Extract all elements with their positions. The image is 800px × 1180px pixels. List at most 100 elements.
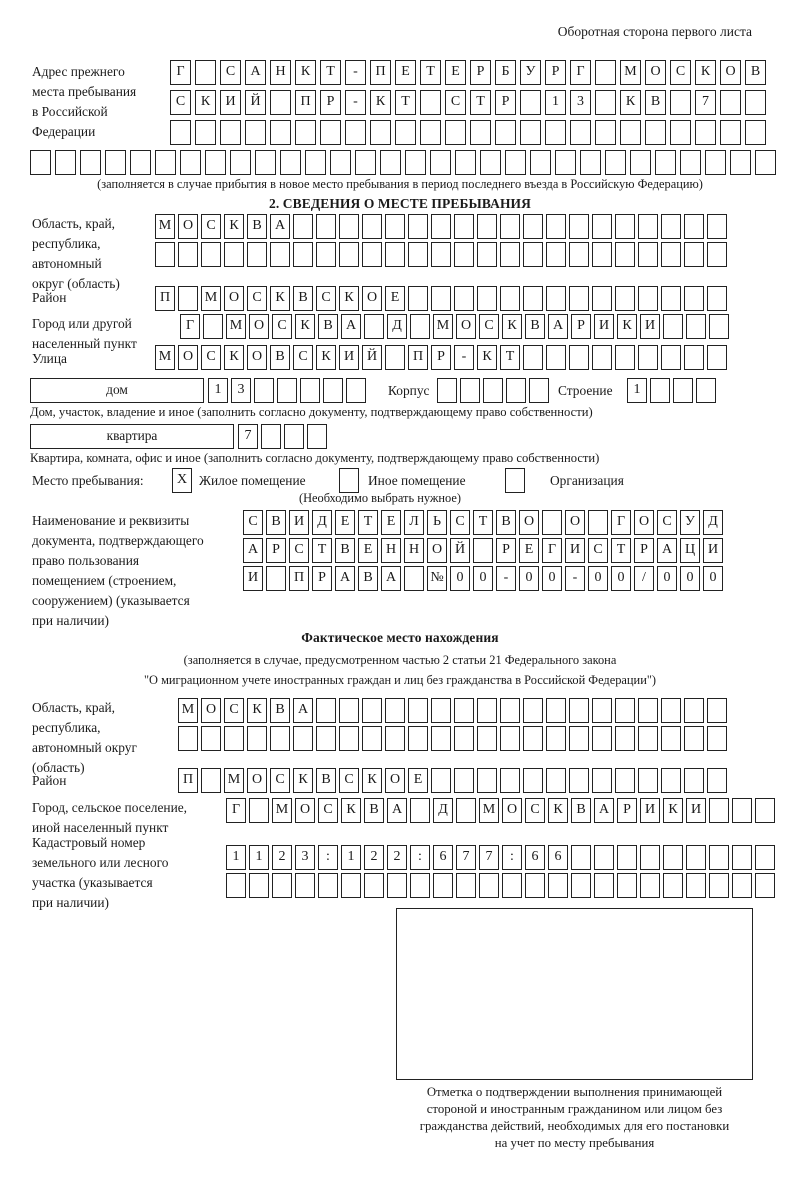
char-cell[interactable] — [455, 150, 476, 175]
char-cell[interactable] — [420, 120, 441, 145]
char-cell[interactable] — [615, 768, 635, 793]
char-cell[interactable]: Т — [611, 538, 631, 563]
char-cell[interactable]: С — [445, 90, 466, 115]
char-cell[interactable] — [686, 873, 706, 898]
char-cell[interactable] — [155, 242, 175, 267]
char-cell[interactable] — [546, 345, 566, 370]
char-cell[interactable]: С — [243, 510, 263, 535]
char-cell[interactable] — [555, 150, 576, 175]
char-cell[interactable]: К — [293, 768, 313, 793]
char-cell[interactable] — [500, 698, 520, 723]
char-cell[interactable] — [546, 768, 566, 793]
char-cell[interactable] — [684, 726, 704, 751]
char-cell[interactable]: - — [565, 566, 585, 591]
char-cell[interactable]: У — [520, 60, 541, 85]
char-cell[interactable]: Т — [500, 345, 520, 370]
char-cell[interactable] — [330, 150, 351, 175]
char-cell[interactable] — [615, 214, 635, 239]
char-cell[interactable] — [615, 726, 635, 751]
char-cell[interactable]: О — [178, 345, 198, 370]
char-cell[interactable] — [307, 424, 327, 449]
char-cell[interactable] — [595, 90, 616, 115]
char-cell[interactable] — [661, 726, 681, 751]
char-cell[interactable]: К — [477, 345, 497, 370]
char-cell[interactable]: В — [645, 90, 666, 115]
char-cell[interactable]: Р — [634, 538, 654, 563]
char-cell[interactable]: М — [272, 798, 292, 823]
char-cell[interactable]: С — [657, 510, 677, 535]
char-cell[interactable] — [755, 845, 775, 870]
char-cell[interactable] — [755, 873, 775, 898]
char-cell[interactable] — [546, 726, 566, 751]
char-cell[interactable] — [245, 120, 266, 145]
char-cell[interactable] — [523, 726, 543, 751]
char-cell[interactable] — [755, 798, 775, 823]
char-cell[interactable] — [595, 120, 616, 145]
char-cell[interactable] — [615, 242, 635, 267]
char-cell[interactable]: С — [247, 286, 267, 311]
char-cell[interactable] — [617, 845, 637, 870]
char-cell[interactable] — [454, 698, 474, 723]
char-cell[interactable]: О — [362, 286, 382, 311]
char-cell[interactable]: А — [341, 314, 361, 339]
char-cell[interactable] — [180, 150, 201, 175]
char-cell[interactable] — [505, 150, 526, 175]
char-cell[interactable] — [280, 150, 301, 175]
char-cell[interactable]: С — [525, 798, 545, 823]
char-cell[interactable] — [523, 768, 543, 793]
char-cell[interactable]: М — [224, 768, 244, 793]
char-cell[interactable] — [571, 873, 591, 898]
char-cell[interactable] — [254, 378, 274, 403]
char-cell[interactable] — [707, 286, 727, 311]
char-cell[interactable] — [548, 873, 568, 898]
char-cell[interactable]: М — [155, 345, 175, 370]
char-cell[interactable] — [293, 242, 313, 267]
char-cell[interactable] — [454, 242, 474, 267]
char-cell[interactable] — [341, 873, 361, 898]
char-cell[interactable] — [529, 378, 549, 403]
char-cell[interactable] — [445, 120, 466, 145]
char-cell[interactable]: А — [548, 314, 568, 339]
char-cell[interactable]: Д — [433, 798, 453, 823]
char-cell[interactable]: 1 — [208, 378, 228, 403]
char-cell[interactable] — [270, 726, 290, 751]
char-cell[interactable] — [730, 150, 751, 175]
char-cell[interactable] — [569, 345, 589, 370]
char-cell[interactable] — [500, 214, 520, 239]
char-cell[interactable]: № — [427, 566, 447, 591]
char-cell[interactable]: 1 — [627, 378, 647, 403]
char-cell[interactable]: О — [249, 314, 269, 339]
char-cell[interactable] — [638, 242, 658, 267]
char-cell[interactable] — [483, 378, 503, 403]
char-cell[interactable] — [362, 726, 382, 751]
char-cell[interactable]: О — [565, 510, 585, 535]
char-cell[interactable] — [293, 726, 313, 751]
char-cell[interactable]: Т — [473, 510, 493, 535]
char-cell[interactable] — [178, 242, 198, 267]
char-cell[interactable] — [408, 214, 428, 239]
char-cell[interactable] — [456, 798, 476, 823]
char-cell[interactable] — [661, 242, 681, 267]
char-cell[interactable] — [380, 150, 401, 175]
char-cell[interactable]: : — [410, 845, 430, 870]
char-cell[interactable]: И — [640, 314, 660, 339]
char-cell[interactable] — [595, 60, 616, 85]
char-cell[interactable]: А — [657, 538, 677, 563]
char-cell[interactable] — [592, 345, 612, 370]
char-cell[interactable] — [477, 726, 497, 751]
char-cell[interactable] — [592, 768, 612, 793]
char-cell[interactable]: 0 — [703, 566, 723, 591]
char-cell[interactable]: Г — [542, 538, 562, 563]
char-cell[interactable] — [473, 538, 493, 563]
char-cell[interactable]: Й — [245, 90, 266, 115]
char-cell[interactable] — [408, 242, 428, 267]
checkbox-residential[interactable]: Х — [172, 468, 192, 493]
char-cell[interactable] — [364, 314, 384, 339]
char-cell[interactable] — [684, 286, 704, 311]
char-cell[interactable]: С — [220, 60, 241, 85]
char-cell[interactable]: Е — [408, 768, 428, 793]
char-cell[interactable] — [195, 60, 216, 85]
char-cell[interactable]: Е — [335, 510, 355, 535]
